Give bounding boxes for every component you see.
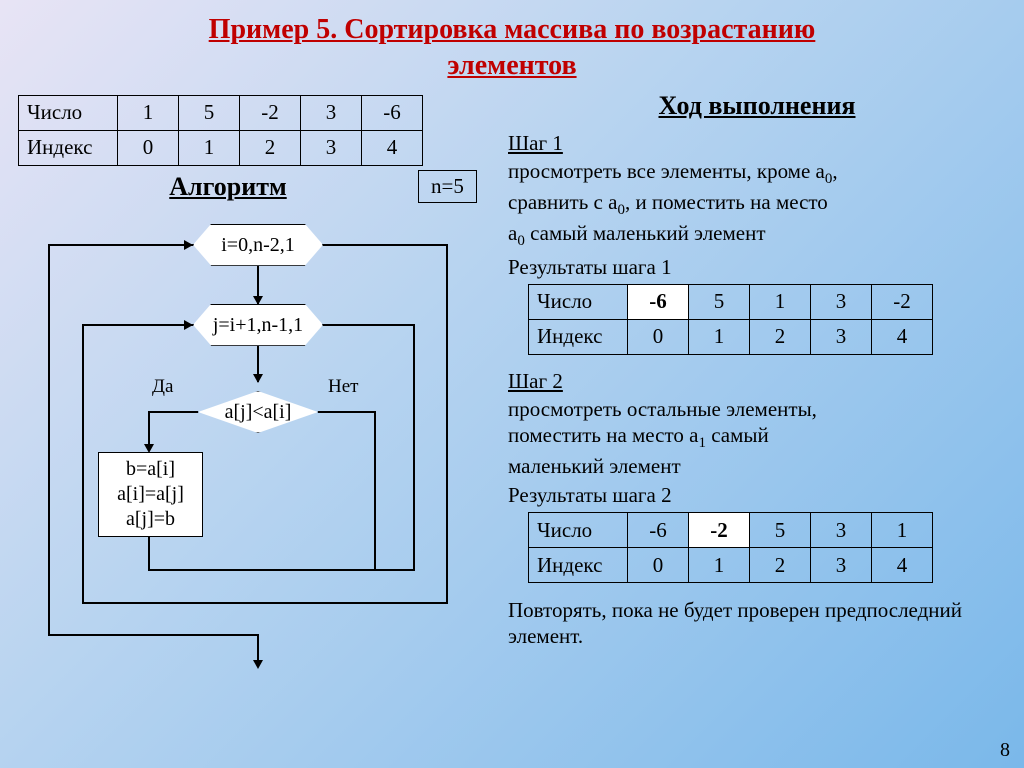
step-2-text: просмотреть остальные элементы, поместит… [508,396,1006,479]
cell: 2 [750,319,811,354]
cell: -6 [628,284,689,319]
cell: 0 [118,130,179,165]
flow-decision: a[j]<a[i] [198,391,318,433]
page-number: 8 [1000,739,1010,762]
cell: 5 [689,284,750,319]
left-column: Число 1 5 -2 3 -6 Индекс 0 1 2 3 4 Алгор… [18,91,498,674]
flow-line [318,411,374,413]
row-label: Индекс [529,319,628,354]
cell: 3 [811,319,872,354]
step-1-result-table: Число -6 5 1 3 -2 Индекс 0 1 2 3 4 [528,284,933,355]
flowchart: i=0,n-2,1 j=i+1,n-1,1 a[j]<a[i] Да Нет b… [18,204,498,674]
flow-line [82,324,193,326]
cell: 4 [362,130,423,165]
flow-line [413,325,415,571]
cell: 1 [689,548,750,583]
cell: 1 [118,95,179,130]
cell: 4 [872,548,933,583]
cell: 3 [301,130,362,165]
cell: 0 [628,319,689,354]
row-label: Индекс [19,130,118,165]
content-area: Число 1 5 -2 3 -6 Индекс 0 1 2 3 4 Алгор… [0,91,1024,674]
swap-line-2: a[i]=a[j] [109,482,192,507]
row-label: Индекс [529,548,628,583]
no-label: Нет [328,376,358,398]
swap-line-1: b=a[i] [109,457,192,482]
flow-line [374,411,376,571]
step-2-heading: Шаг 2 [508,369,1006,394]
row-label: Число [529,284,628,319]
flow-line [48,634,258,636]
cell: 2 [750,548,811,583]
cell: -2 [872,284,933,319]
cell: 4 [872,319,933,354]
cell: 3 [301,95,362,130]
title-line-1: Пример 5. Сортировка массива по возраста… [209,14,816,45]
cell: -2 [240,95,301,130]
flow-line [323,244,448,246]
right-column: Ход выполнения Шаг 1 просмотреть все эле… [498,91,1006,674]
arrow-icon [253,660,263,669]
title-line-2: элементов [447,50,576,81]
arrow-icon [253,374,263,383]
flow-line [48,244,50,636]
cell: -6 [362,95,423,130]
cell: 1 [689,319,750,354]
flow-line [82,324,84,604]
cell: 3 [811,548,872,583]
cell: 5 [750,513,811,548]
execution-heading: Ход выполнения [508,91,1006,121]
row-label: Число [529,513,628,548]
step-1-text: просмотреть все элементы, кроме а0, срав… [508,158,1006,251]
row-label: Число [19,95,118,130]
n-value-box: n=5 [418,170,477,203]
swap-line-3: a[j]=b [109,507,192,532]
cell: 0 [628,548,689,583]
final-note: Повторять, пока не будет проверен предпо… [508,597,1006,650]
cell: 2 [240,130,301,165]
flow-line [148,411,198,413]
flow-line [323,324,415,326]
step-1-heading: Шаг 1 [508,131,1006,156]
flow-line [374,569,414,571]
flow-line [148,569,376,571]
cell: 1 [872,513,933,548]
cell: -2 [689,513,750,548]
flow-process-swap: b=a[i] a[i]=a[j] a[j]=b [98,452,203,537]
decision-text: a[j]<a[i] [225,400,292,423]
flow-line [446,245,448,604]
cell: 1 [750,284,811,319]
yes-label: Да [152,376,173,398]
input-array-table: Число 1 5 -2 3 -6 Индекс 0 1 2 3 4 [18,95,423,166]
flow-hex-inner-loop: j=i+1,n-1,1 [193,304,323,346]
cell: -6 [628,513,689,548]
arrow-icon [253,296,263,305]
cell: 1 [179,130,240,165]
flow-line [82,602,448,604]
flow-line [148,536,150,570]
step-2-result-label: Результаты шага 2 [508,483,1006,508]
page-title: Пример 5. Сортировка массива по возраста… [0,0,1024,91]
flow-line [48,244,193,246]
step-2-result-table: Число -6 -2 5 3 1 Индекс 0 1 2 3 4 [528,512,933,583]
cell: 3 [811,513,872,548]
flow-hex-outer-loop: i=0,n-2,1 [193,224,323,266]
cell: 3 [811,284,872,319]
step-1-result-label: Результаты шага 1 [508,255,1006,280]
cell: 5 [179,95,240,130]
